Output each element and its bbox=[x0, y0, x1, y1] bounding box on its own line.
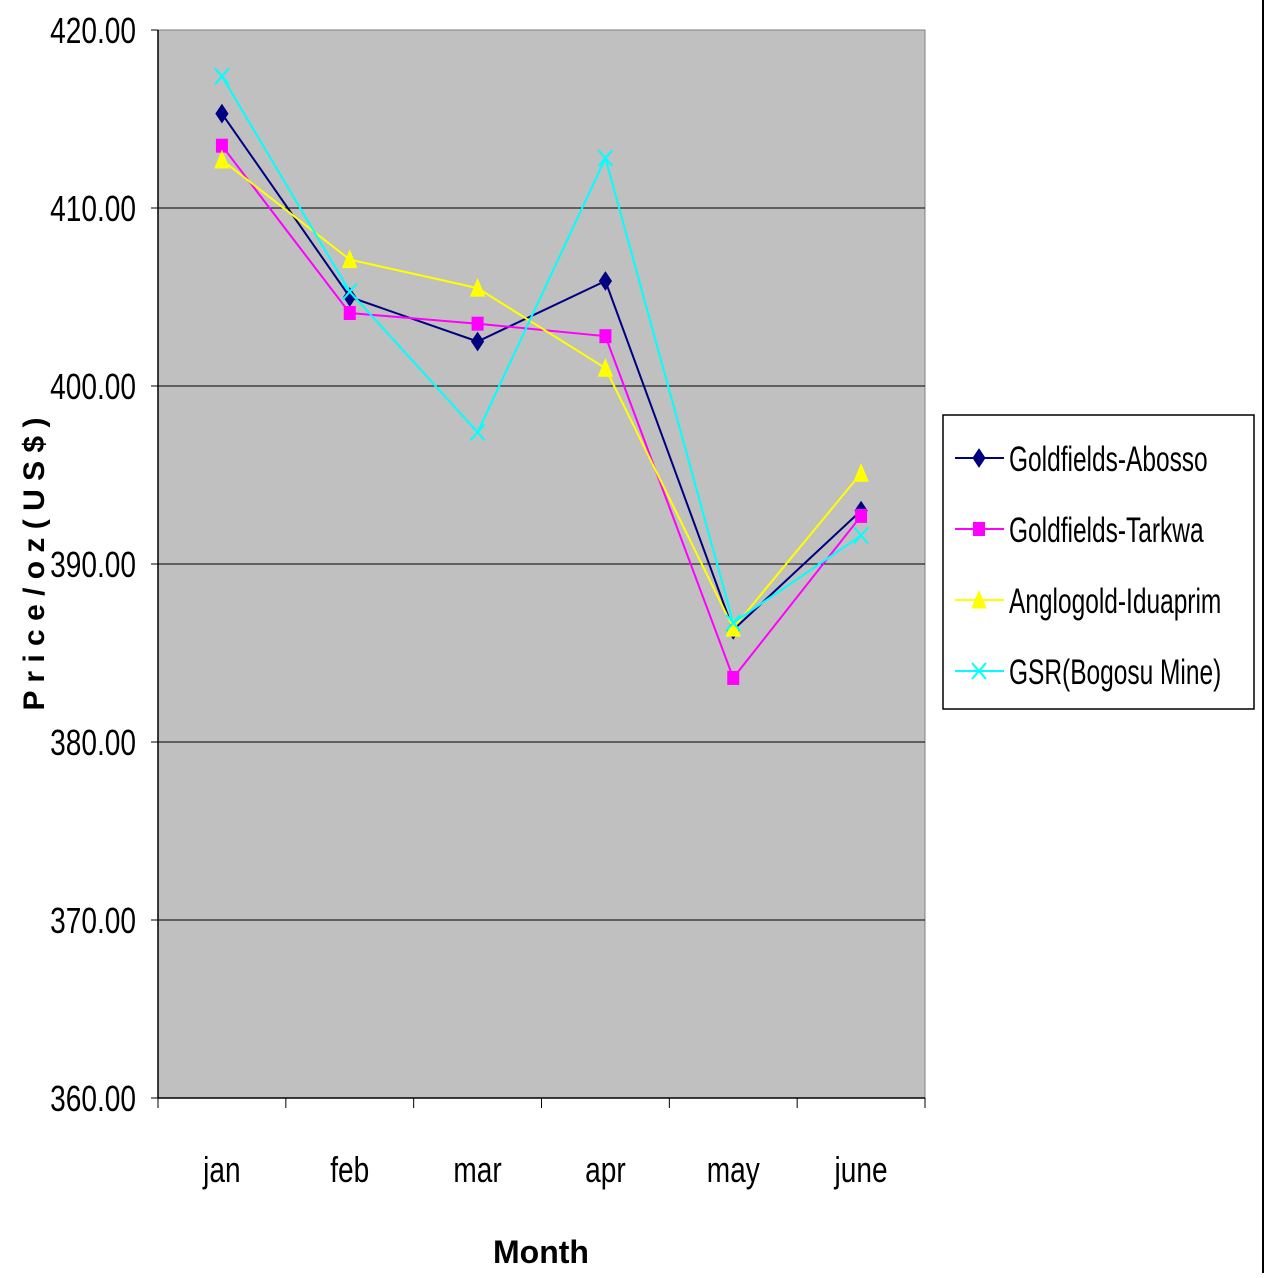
data-point bbox=[215, 138, 228, 153]
legend-label: GSR(Bogosu Mine) bbox=[1009, 654, 1221, 692]
legend-item: Goldfields-Abosso bbox=[955, 441, 1208, 479]
x-marker-stroke bbox=[725, 614, 742, 632]
y-tick-label: 420.00 bbox=[50, 11, 136, 51]
legend-label: Anglogold-Iduaprim bbox=[1009, 583, 1221, 621]
data-point bbox=[343, 306, 356, 321]
y-tick-label: 370.00 bbox=[50, 901, 136, 941]
legend-label: Goldfields-Tarkwa bbox=[1009, 512, 1204, 550]
legend-item: Anglogold-Iduaprim bbox=[955, 583, 1221, 621]
x-tick-label: apr bbox=[585, 1150, 626, 1190]
x-marker-stroke bbox=[597, 149, 614, 167]
gridlines bbox=[158, 207, 925, 921]
data-point bbox=[598, 271, 613, 291]
data-point bbox=[214, 67, 230, 85]
x-tick-label: jan bbox=[202, 1150, 240, 1190]
legend-item: Goldfields-Tarkwa bbox=[955, 512, 1204, 550]
data-point bbox=[853, 462, 869, 482]
data-point bbox=[599, 329, 612, 344]
data-point bbox=[727, 670, 740, 685]
data-point bbox=[597, 149, 614, 167]
data-point bbox=[469, 277, 486, 297]
data-point bbox=[855, 508, 868, 523]
y-tick-label: 410.00 bbox=[50, 189, 136, 229]
series-anglogold-iduaprim bbox=[214, 149, 869, 637]
data-point bbox=[725, 614, 742, 632]
axes bbox=[151, 29, 926, 1108]
data-point bbox=[341, 283, 358, 301]
x-tick-label: feb bbox=[330, 1150, 369, 1190]
data-point bbox=[343, 287, 357, 307]
x-tick-label: may bbox=[707, 1150, 761, 1190]
x-marker-stroke bbox=[853, 526, 869, 545]
data-point bbox=[471, 316, 484, 331]
data-point bbox=[215, 103, 229, 124]
y-tick-label: 360.00 bbox=[50, 1079, 136, 1119]
y-tick-labels: 360.00 370.00 380.00 390.00 400.00 410.00 420.… bbox=[50, 11, 136, 1119]
series-line bbox=[221, 75, 862, 625]
data-point bbox=[214, 149, 230, 169]
series-line bbox=[221, 145, 862, 680]
x-marker-stroke bbox=[971, 662, 987, 680]
legend-marker bbox=[973, 522, 985, 536]
legend-item: GSR(Bogosu Mine) bbox=[955, 654, 1221, 692]
x-marker-stroke bbox=[214, 67, 230, 85]
series-line bbox=[221, 159, 862, 630]
y-axis-label: P r i c e / o z ( U S $ ) bbox=[18, 418, 51, 711]
frame-border bbox=[1262, 0, 1264, 1273]
legend: Goldfields-Abosso Goldfields-Tarkwa Anglog… bbox=[942, 414, 1255, 710]
series-goldfields-tarkwa bbox=[215, 138, 868, 685]
x-tick-label: mar bbox=[453, 1150, 502, 1190]
x-marker-stroke bbox=[469, 423, 486, 441]
data-point bbox=[853, 526, 869, 545]
legend-marker bbox=[971, 589, 987, 609]
x-axis-label: Month bbox=[493, 1234, 589, 1270]
y-tick-label: 400.00 bbox=[50, 367, 136, 407]
legend-marker bbox=[971, 662, 987, 680]
data-point bbox=[342, 249, 358, 269]
x-tick-labels: jan feb mar apr may june bbox=[202, 1150, 887, 1190]
data-point bbox=[470, 331, 485, 352]
y-tick-label: 390.00 bbox=[50, 545, 136, 585]
legend-box bbox=[942, 414, 1255, 710]
y-tick-label: 380.00 bbox=[50, 723, 136, 763]
series-line bbox=[221, 113, 862, 632]
data-point bbox=[469, 423, 486, 441]
legend-marker bbox=[972, 448, 986, 468]
data-point bbox=[597, 357, 614, 377]
x-marker-stroke bbox=[341, 283, 358, 301]
x-tick-label: june bbox=[834, 1150, 888, 1190]
legend-label: Goldfields-Abosso bbox=[1009, 441, 1208, 479]
series-gsr-bogosu-mine- bbox=[214, 67, 869, 632]
series-group bbox=[214, 67, 869, 685]
